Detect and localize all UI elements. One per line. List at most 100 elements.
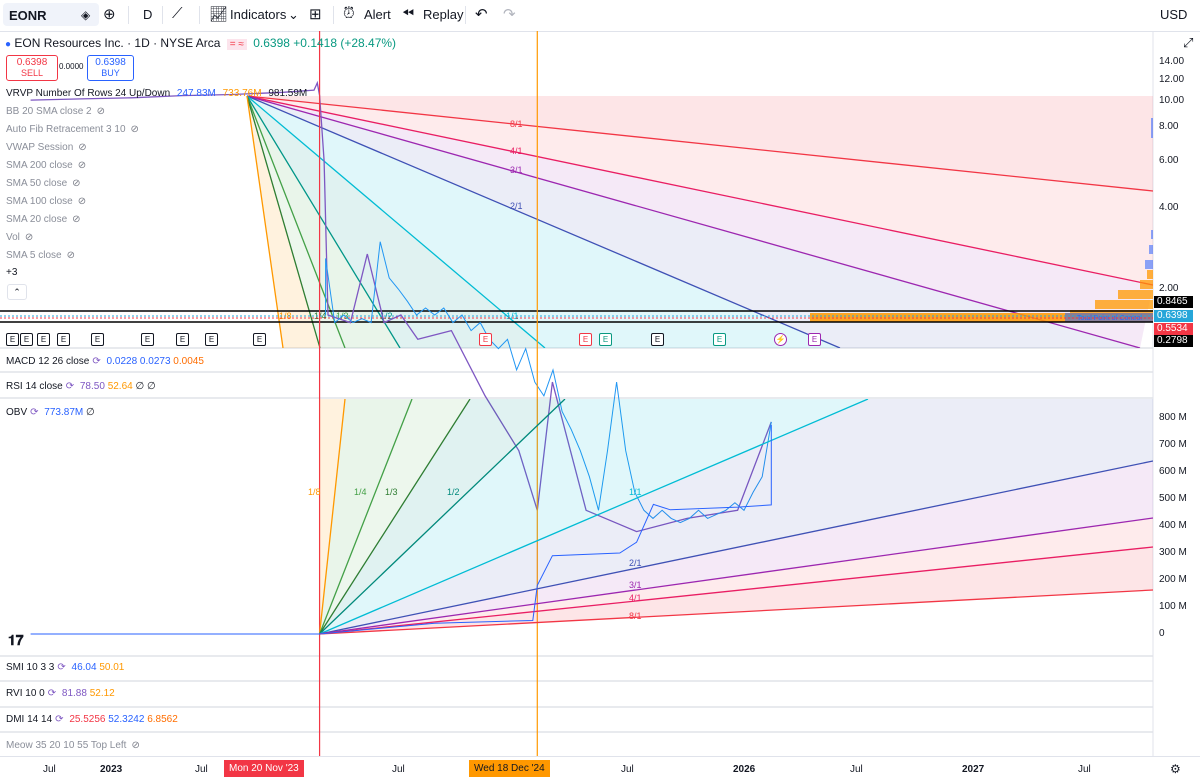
hidden-eye-icon[interactable]: ⊘ [78, 142, 87, 153]
interval-button[interactable]: D [143, 7, 153, 22]
indicator-sma200[interactable]: SMA 200 close ⊘ [6, 160, 86, 171]
volume-profile-bar [1145, 260, 1153, 269]
earnings-badge-icon[interactable]: E [141, 333, 154, 346]
gann-label: 4/1 [629, 593, 642, 603]
earnings-badge-icon[interactable]: E [579, 333, 592, 346]
indicators-button[interactable]: Indicators [230, 7, 287, 22]
indicator-vwap[interactable]: VWAP Session ⊘ [6, 142, 87, 153]
gann-line-1-4[interactable] [246, 95, 321, 348]
hidden-eye-icon[interactable]: ⊘ [72, 214, 81, 225]
indicator-settings-icon[interactable]: ⟳ [47, 688, 57, 699]
gann-fan-price[interactable] [246, 95, 1153, 348]
sell-label: SELL [20, 68, 44, 78]
earnings-badge-icon[interactable]: E [479, 333, 492, 346]
dmi-legend[interactable]: DMI 14 14 ⟳ 25.5256 52.3242 6.8562 [6, 714, 178, 725]
indicator-sma50[interactable]: SMA 50 close ⊘ [6, 178, 81, 189]
gann-line-1-4[interactable] [318, 399, 413, 635]
earnings-badge-icon[interactable]: E [37, 333, 50, 346]
gann-line-8-1[interactable] [319, 589, 1153, 635]
indicator-settings-icon[interactable]: ⟳ [55, 714, 64, 725]
indicator-fib[interactable]: Auto Fib Retracement 3 10 ⊘ [6, 124, 139, 135]
earnings-badge-icon[interactable]: E [808, 333, 821, 346]
indicator-sma5[interactable]: SMA 5 close ⊘ [6, 250, 75, 261]
earnings-badge-icon[interactable]: E [176, 333, 189, 346]
gann-line-2-1[interactable] [319, 460, 1153, 635]
hidden-eye-icon[interactable]: ⊘ [96, 106, 105, 117]
redo-icon[interactable]: ↷ [503, 6, 516, 23]
hidden-eye-icon[interactable]: ⊘ [66, 250, 75, 261]
indicator-vrvp[interactable]: VRVP Number Of Rows 24 Up/Down 247.83M 7… [6, 88, 307, 99]
earnings-badge-icon[interactable]: E [253, 333, 266, 346]
symbol-search[interactable]: EONR ◈ [3, 3, 99, 26]
replay-button[interactable]: Replay [423, 7, 464, 22]
settings-gear-icon[interactable]: ⚙ [1170, 762, 1181, 776]
alert-button[interactable]: Alert [364, 7, 391, 22]
add-symbol-icon[interactable]: ⊕ [103, 6, 116, 23]
earnings-badge-icon[interactable]: E [57, 333, 70, 346]
gann-line-1-3[interactable] [246, 95, 346, 348]
indicator-sma20[interactable]: SMA 20 close ⊘ [6, 214, 81, 225]
gann-line-1-1[interactable] [246, 95, 546, 348]
indicator-settings-icon[interactable]: ⟳ [92, 356, 101, 367]
gann-line-4-1[interactable] [246, 95, 1153, 286]
earnings-badge-icon[interactable]: E [6, 333, 19, 346]
earnings-badge-icon[interactable]: E [20, 333, 33, 346]
hidden-eye-icon[interactable]: ⊘ [24, 232, 34, 243]
indicator-name: VRVP Number Of Rows 24 Up/Down [6, 88, 171, 99]
gann-line-3-1[interactable] [319, 517, 1153, 635]
chart-type-icon[interactable]: ⟋ [172, 5, 183, 22]
indicators-dropdown-icon[interactable]: ⌄ [288, 7, 299, 22]
currency-label[interactable]: USD [1160, 7, 1188, 22]
macd-legend[interactable]: MACD 12 26 close ⟳ 0.0228 0.0273 0.0045 [6, 356, 204, 367]
indicator-settings-icon[interactable]: ⟳ [65, 381, 75, 392]
indicator-settings-icon[interactable]: ⟳ [30, 407, 39, 418]
rsi-legend[interactable]: RSI 14 close ⟳ 78.50 52.64 ∅ ∅ [6, 381, 156, 392]
hidden-eye-icon[interactable]: ⊘ [72, 178, 81, 189]
gann-line-1-8[interactable] [246, 95, 284, 348]
gann-line-1-3[interactable] [319, 399, 471, 635]
indicator-name: SMA 100 close [6, 196, 73, 207]
earnings-badge-icon[interactable]: E [713, 333, 726, 346]
indicators-icon[interactable]: 📈︎ [209, 6, 229, 23]
replay-icon[interactable]: ⏪︎ [402, 5, 415, 22]
indicator-bb[interactable]: BB 20 SMA close 2 ⊘ [6, 106, 105, 117]
hidden-eye-icon[interactable]: ⊘ [131, 740, 140, 751]
earnings-badge-icon[interactable]: E [599, 333, 612, 346]
layouts-icon[interactable]: ⊞ [309, 6, 322, 23]
buy-button[interactable]: 0.6398 BUY [87, 55, 134, 81]
gann-line-4-1[interactable] [319, 546, 1153, 635]
gann-line-1-8[interactable] [318, 399, 346, 635]
obv-legend[interactable]: OBV ⟳ 773.87M ∅ [6, 407, 95, 418]
gann-line-1-2[interactable] [246, 95, 401, 348]
earnings-badge-icon[interactable]: E [205, 333, 218, 346]
sell-button[interactable]: 0.6398 SELL [6, 55, 58, 81]
gann-fan-obv[interactable] [318, 399, 1153, 635]
smi-legend[interactable]: SMI 10 3 3 ⟳ 46.04 50.01 [6, 662, 124, 673]
indicator-sma100[interactable]: SMA 100 close ⊘ [6, 196, 86, 207]
gann-line-2-1[interactable] [246, 95, 841, 348]
indicator-settings-icon[interactable]: ⟳ [57, 662, 66, 673]
gann-line-8-1[interactable] [246, 95, 1153, 192]
indicator-vol[interactable]: Vol ⊘ [6, 232, 33, 243]
time-axis[interactable]: Jul 2023 Jul Mon 20 Nov '23 Jul Wed 18 D… [0, 756, 1200, 784]
earnings-badge-icon[interactable]: E [651, 333, 664, 346]
hidden-eye-icon[interactable]: ⊘ [77, 160, 87, 171]
status-icon[interactable]: = ≈ [226, 39, 247, 50]
gann-line-3-1[interactable] [246, 95, 1141, 348]
dividend-lightning-icon[interactable]: ⚡ [774, 333, 787, 346]
fullscreen-icon[interactable]: ⤢ [1183, 35, 1194, 50]
undo-icon[interactable]: ↶ [475, 6, 488, 23]
meow-legend[interactable]: Meow 35 20 10 55 Top Left ⊘ [6, 740, 140, 751]
rvi-legend[interactable]: RVI 10 0 ⟳ 81.88 52.12 [6, 688, 115, 699]
symbol-settings-icon[interactable]: ◈ [81, 8, 91, 22]
alert-icon[interactable]: ⏰︎ [343, 5, 355, 22]
hidden-eye-icon[interactable]: ⊘ [77, 196, 87, 207]
gann-line-1-1[interactable] [319, 399, 869, 635]
collapse-legend-icon[interactable]: ⌃ [7, 284, 27, 300]
hidden-eye-icon[interactable]: ⊘ [130, 124, 139, 135]
gann-line-1-2[interactable] [319, 399, 566, 635]
earnings-badge-icon[interactable]: E [91, 333, 104, 346]
more-indicators[interactable]: +3 [6, 267, 18, 278]
tradingview-logo-icon[interactable]: 𝟏𝟕 [8, 632, 24, 648]
